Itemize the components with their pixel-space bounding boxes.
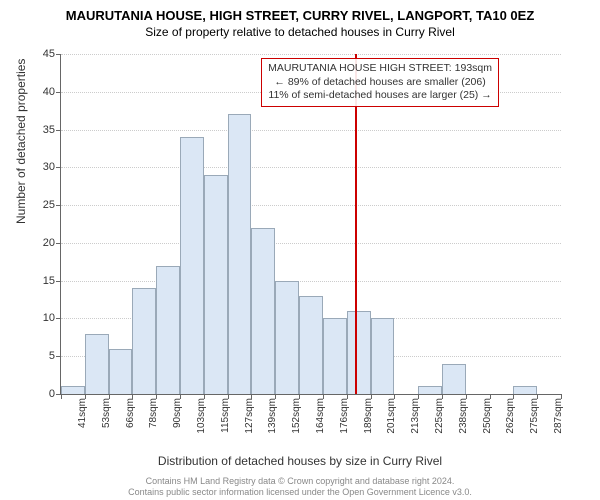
histogram-bar: [513, 386, 537, 394]
histogram-bar: [109, 349, 133, 394]
annotation-line-3: 11% of semi-detached houses are larger (…: [268, 89, 492, 103]
x-tick-label: 275sqm: [529, 398, 540, 434]
chart-title-address: MAURUTANIA HOUSE, HIGH STREET, CURRY RIV…: [0, 0, 600, 23]
y-tick-label: 20: [43, 237, 55, 249]
y-tick-label: 10: [43, 312, 55, 324]
x-tick-mark: [299, 394, 300, 399]
x-tick-label: 189sqm: [363, 398, 374, 434]
x-tick-mark: [180, 394, 181, 399]
y-axis-label: Number of detached properties: [14, 59, 28, 224]
x-tick-mark: [418, 394, 419, 399]
histogram-bar: [85, 334, 109, 394]
x-tick-label: 238sqm: [458, 398, 469, 434]
x-tick-mark: [109, 394, 110, 399]
x-axis-label: Distribution of detached houses by size …: [0, 454, 600, 468]
y-tick-mark: [56, 92, 61, 93]
y-tick-mark: [56, 318, 61, 319]
x-tick-mark: [442, 394, 443, 399]
x-tick-mark: [228, 394, 229, 399]
x-tick-label: 103sqm: [196, 398, 207, 434]
y-tick-mark: [56, 356, 61, 357]
y-tick-label: 30: [43, 161, 55, 173]
histogram-bar: [418, 386, 442, 394]
y-tick-mark: [56, 205, 61, 206]
x-tick-mark: [323, 394, 324, 399]
x-tick-label: 90sqm: [172, 398, 183, 428]
x-tick-mark: [85, 394, 86, 399]
y-tick-label: 35: [43, 124, 55, 136]
y-tick-label: 40: [43, 86, 55, 98]
histogram-bar: [132, 288, 156, 394]
histogram-bar: [204, 175, 228, 394]
x-tick-label: 213sqm: [410, 398, 421, 434]
y-tick-mark: [56, 281, 61, 282]
chart-container: MAURUTANIA HOUSE, HIGH STREET, CURRY RIV…: [0, 0, 600, 500]
x-tick-label: 262sqm: [505, 398, 516, 434]
x-tick-label: 225sqm: [434, 398, 445, 434]
grid-line: [61, 281, 561, 282]
y-tick-mark: [56, 243, 61, 244]
histogram-bar: [180, 137, 204, 394]
chart-subtitle: Size of property relative to detached ho…: [0, 23, 600, 39]
x-tick-mark: [347, 394, 348, 399]
y-tick-label: 5: [49, 350, 55, 362]
x-tick-mark: [371, 394, 372, 399]
grid-line: [61, 243, 561, 244]
x-tick-mark: [251, 394, 252, 399]
y-tick-mark: [56, 167, 61, 168]
x-tick-label: 250sqm: [482, 398, 493, 434]
y-tick-mark: [56, 54, 61, 55]
y-tick-label: 45: [43, 48, 55, 60]
y-tick-label: 15: [43, 275, 55, 287]
grid-line: [61, 205, 561, 206]
footer-attribution: Contains HM Land Registry data © Crown c…: [0, 476, 600, 498]
x-tick-mark: [156, 394, 157, 399]
x-tick-label: 164sqm: [315, 398, 326, 434]
footer-line-1: Contains HM Land Registry data © Crown c…: [0, 476, 600, 487]
histogram-bar: [251, 228, 275, 394]
x-tick-label: 78sqm: [148, 398, 159, 428]
x-tick-mark: [490, 394, 491, 399]
x-tick-label: 41sqm: [77, 398, 88, 428]
grid-line: [61, 130, 561, 131]
x-tick-mark: [204, 394, 205, 399]
histogram-bar: [371, 318, 395, 394]
x-tick-mark: [132, 394, 133, 399]
x-tick-mark: [513, 394, 514, 399]
annotation-line-1: MAURUTANIA HOUSE HIGH STREET: 193sqm: [268, 62, 492, 76]
x-tick-mark: [394, 394, 395, 399]
x-tick-label: 176sqm: [339, 398, 350, 434]
x-tick-label: 66sqm: [125, 398, 136, 428]
histogram-bar: [442, 364, 466, 394]
x-tick-mark: [275, 394, 276, 399]
histogram-bar: [299, 296, 323, 394]
x-tick-label: 287sqm: [553, 398, 564, 434]
y-tick-mark: [56, 130, 61, 131]
x-tick-mark: [537, 394, 538, 399]
histogram-bar: [228, 114, 252, 394]
grid-line: [61, 54, 561, 55]
annotation-box: MAURUTANIA HOUSE HIGH STREET: 193sqm ← 8…: [261, 58, 499, 107]
histogram-bar: [156, 266, 180, 394]
grid-line: [61, 167, 561, 168]
x-tick-mark: [561, 394, 562, 399]
x-tick-label: 152sqm: [291, 398, 302, 434]
histogram-bar: [323, 318, 347, 394]
x-tick-label: 127sqm: [244, 398, 255, 434]
y-tick-label: 0: [49, 388, 55, 400]
x-tick-label: 115sqm: [220, 398, 231, 433]
histogram-bar: [275, 281, 299, 394]
x-tick-mark: [466, 394, 467, 399]
x-tick-label: 139sqm: [267, 398, 278, 434]
histogram-plot-area: 05101520253035404541sqm53sqm66sqm78sqm90…: [60, 54, 561, 395]
footer-line-2: Contains public sector information licen…: [0, 487, 600, 498]
x-tick-mark: [61, 394, 62, 399]
histogram-bar: [347, 311, 371, 394]
annotation-line-2: ← 89% of detached houses are smaller (20…: [268, 76, 492, 90]
x-tick-label: 53sqm: [101, 398, 112, 428]
y-tick-label: 25: [43, 199, 55, 211]
histogram-bar: [61, 386, 85, 394]
x-tick-label: 201sqm: [386, 398, 397, 434]
